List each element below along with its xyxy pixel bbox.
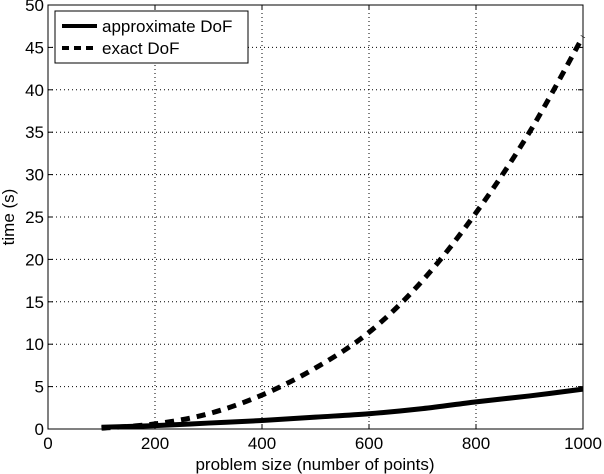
x-tick-label: 600 [355,434,383,453]
y-tick-label: 35 [25,123,44,142]
x-tick-label: 200 [141,434,169,453]
y-tick-label: 0 [35,420,44,439]
y-tick-label: 50 [25,0,44,15]
y-tick-label: 10 [25,335,44,354]
legend: approximate DoF exact DoF [54,10,249,64]
x-tick-label: 1000 [564,434,602,453]
x-tick-label: 400 [248,434,276,453]
y-tick-label: 15 [25,293,44,312]
grid-lines [48,5,583,429]
x-tick-label: 0 [43,434,52,453]
y-tick-label: 5 [35,378,44,397]
x-tick-label: 800 [462,434,490,453]
y-tick-label: 40 [25,81,44,100]
y-tick-label: 30 [25,166,44,185]
data-series [101,35,586,431]
y-tick-label: 20 [25,250,44,269]
y-tick-label: 45 [25,38,44,57]
x-axis-label: problem size (number of points) [195,455,434,474]
series-line-0 [101,386,584,430]
legend-label-exact: exact DoF [102,39,179,58]
axis-ticks: 0 200 400 600 800 1000 0 5 10 15 20 25 30 35 40 45 50 [25,0,602,453]
y-axis-label: time (s) [0,189,18,246]
legend-label-approximate: approximate DoF [102,17,232,36]
series-line-1 [101,35,586,431]
y-tick-label: 25 [25,208,44,227]
